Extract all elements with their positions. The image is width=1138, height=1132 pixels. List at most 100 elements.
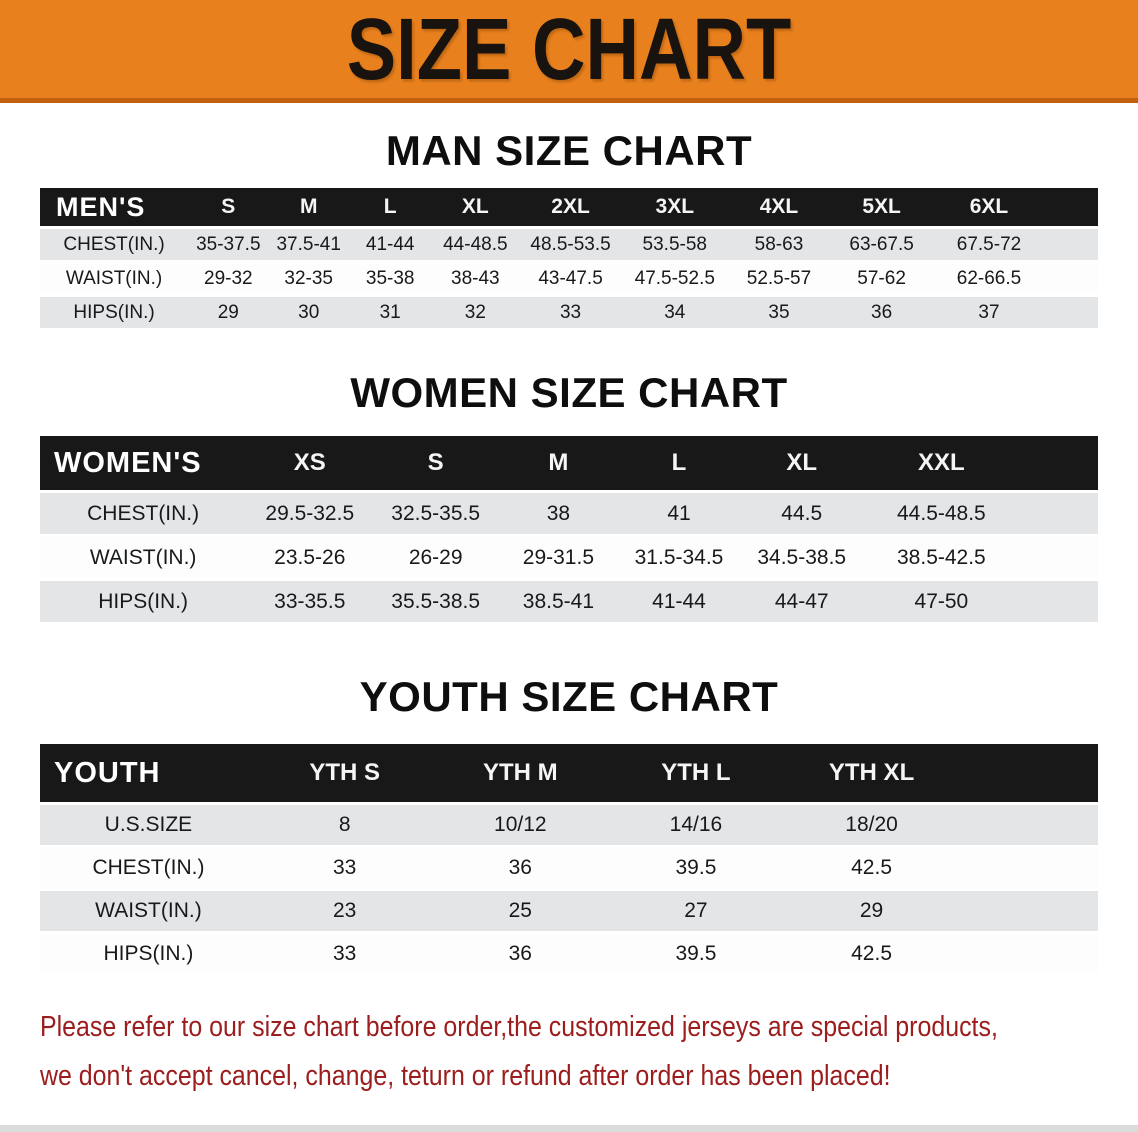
measurement-value: 29-31.5 [498,537,619,578]
measurement-row: WAIST(IN.) 23 25 27 29 [40,891,1098,931]
measurement-value: 34.5-38.5 [739,537,865,578]
measurement-value: 32 [431,297,520,328]
size-column-header: 5XL [830,188,933,226]
size-column-header: YTH S [256,744,433,802]
measurement-value: 44.5-48.5 [864,493,1019,534]
size-column-header: 3XL [621,188,728,226]
size-column-header: S [373,436,499,490]
measurement-row-label: WAIST(IN.) [40,891,257,931]
men-section-heading: MAN SIZE CHART [385,127,753,174]
measurement-value: 39.5 [608,934,784,974]
measurement-value: 42.5 [783,934,960,974]
size-header-row: WOMEN'S XS S M L XL XXL [40,436,1098,490]
size-column-header: L [348,188,432,226]
measurement-value: 35-37.5 [188,229,269,260]
measurement-value: 38.5-41 [498,581,619,622]
measurement-value: 33 [256,934,433,974]
measurement-row: HIPS(IN.) 29 30 31 32 33 34 35 36 37 [40,297,1098,328]
measurement-value: 32-35 [268,263,349,294]
row-filler [1045,263,1098,294]
measurement-value: 29-32 [188,263,269,294]
measurement-value: 43-47.5 [519,263,622,294]
measurement-row: HIPS(IN.) 33 36 39.5 42.5 [40,934,1098,974]
measurement-row-label: CHEST(IN.) [40,493,247,534]
measurement-value: 25 [432,891,609,931]
measurement-row-label: WAIST(IN.) [40,263,189,294]
measurement-value: 48.5-53.5 [519,229,622,260]
row-filler [1018,581,1098,622]
measurement-value: 35.5-38.5 [373,581,499,622]
measurement-value: 42.5 [783,848,960,888]
measurement-value: 30 [268,297,349,328]
policy-line-1: Please refer to our size chart before or… [40,1011,998,1043]
measurement-value: 57-62 [830,263,933,294]
measurement-value: 33 [519,297,622,328]
measurement-value: 36 [432,848,609,888]
bottom-edge-strip [0,1125,1138,1132]
women-size-table: WOMEN'S XS S M L XL XXL CHEST(IN.) 29.5-32.5 32.5… [40,433,1098,625]
measurement-row: CHEST(IN.) 35-37.5 37.5-41 41-44 44-48.5 48.5… [40,229,1098,260]
measurement-row-label: HIPS(IN.) [40,297,189,328]
row-filler [1045,297,1098,328]
row-filler [959,848,1098,888]
measurement-row-label: U.S.SIZE [40,805,257,845]
row-filler [1018,493,1098,534]
measurement-value: 29 [188,297,269,328]
row-filler [1018,537,1098,578]
measurement-value: 62-66.5 [932,263,1046,294]
measurement-row: U.S.SIZE 8 10/12 14/16 18/20 [40,805,1098,845]
size-column-header: XL [739,436,865,490]
measurement-value: 33-35.5 [246,581,374,622]
measurement-value: 38-43 [431,263,520,294]
youth-size-section: YOUTH SIZE CHART YOUTH YTH S YTH M YTH L YTH… [0,673,1138,977]
header-filler [959,744,1098,802]
measurement-value: 47-50 [864,581,1019,622]
size-header-row: MEN'S S M L XL 2XL 3XL 4XL 5XL 6XL [40,188,1098,226]
size-column-header: S [188,188,269,226]
order-policy-note: Please refer to our size chart before or… [40,1003,1138,1101]
measurement-value: 10/12 [432,805,609,845]
measurement-value: 23.5-26 [246,537,374,578]
measurement-row-label: HIPS(IN.) [40,934,257,974]
measurement-value: 35-38 [348,263,432,294]
men-size-table: MEN'S S M L XL 2XL 3XL 4XL 5XL 6XL CHEST(IN.) 35-37… [40,185,1098,331]
table-corner-label: MEN'S [40,188,189,226]
measurement-value: 58-63 [727,229,831,260]
size-column-header: YTH L [608,744,784,802]
women-section-heading: WOMEN SIZE CHART [350,369,788,416]
measurement-value: 36 [432,934,609,974]
youth-section-heading: YOUTH SIZE CHART [359,673,779,720]
size-column-header: L [618,436,740,490]
youth-size-table: YOUTH YTH S YTH M YTH L YTH XL U.S.SIZE 8 10/12… [40,741,1098,977]
page-title: SIZE CHART [346,0,792,99]
men-size-section: MAN SIZE CHART MEN'S S M L XL 2XL 3XL 4XL 5XL 6XL… [0,127,1138,331]
measurement-value: 8 [256,805,433,845]
measurement-value: 32.5-35.5 [373,493,499,534]
measurement-value: 47.5-52.5 [621,263,728,294]
measurement-value: 18/20 [783,805,960,845]
policy-line-2: we don't accept cancel, change, teturn o… [40,1060,891,1092]
measurement-value: 41-44 [618,581,740,622]
measurement-value: 38.5-42.5 [864,537,1019,578]
measurement-value: 23 [256,891,433,931]
row-filler [959,891,1098,931]
title-banner: SIZE CHART [0,0,1138,103]
women-size-section: WOMEN SIZE CHART WOMEN'S XS S M L XL XXL CHEST(… [0,369,1138,625]
measurement-row-label: CHEST(IN.) [40,848,257,888]
measurement-value: 34 [621,297,728,328]
measurement-value: 37 [932,297,1046,328]
measurement-value: 29 [783,891,960,931]
header-filler [1018,436,1098,490]
measurement-row: HIPS(IN.) 33-35.5 35.5-38.5 38.5-41 41-44 44-… [40,581,1098,622]
measurement-value: 39.5 [608,848,784,888]
measurement-value: 29.5-32.5 [246,493,374,534]
row-filler [959,934,1098,974]
size-column-header: 4XL [727,188,831,226]
measurement-value: 33 [256,848,433,888]
measurement-row: CHEST(IN.) 33 36 39.5 42.5 [40,848,1098,888]
row-filler [959,805,1098,845]
table-corner-label: YOUTH [40,744,257,802]
size-column-header: YTH M [432,744,609,802]
measurement-value: 27 [608,891,784,931]
measurement-value: 37.5-41 [268,229,349,260]
